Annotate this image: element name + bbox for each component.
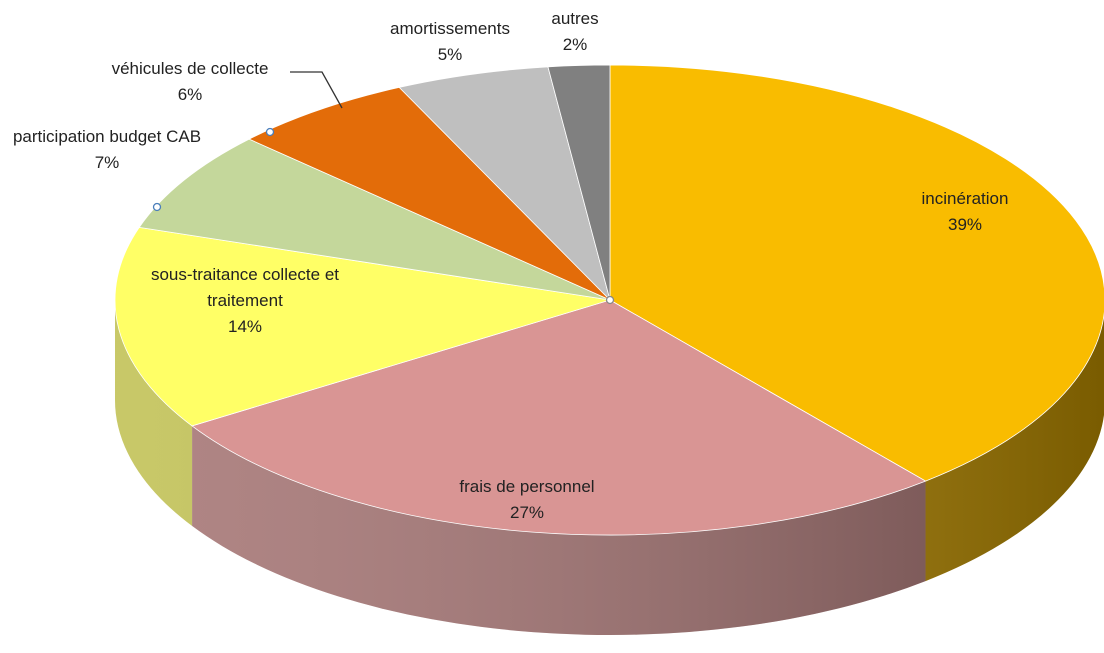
- category-label: incinération: [921, 189, 1009, 208]
- slice-label: frais de personnel 27%: [397, 474, 657, 526]
- category-label: amortissements: [390, 19, 510, 38]
- slice-label: autres 2%: [525, 6, 625, 58]
- slice-label: participation budget CAB 7%: [2, 124, 212, 176]
- slice-label: incinération 39%: [865, 186, 1065, 238]
- side-shade: [115, 300, 1104, 635]
- slice: [191, 299, 927, 536]
- pie-sides: [115, 300, 1104, 635]
- slice: [138, 138, 611, 301]
- leader-dot: [265, 127, 275, 137]
- value-label: 6%: [177, 85, 203, 104]
- slice: [547, 64, 611, 301]
- value-label: 14%: [227, 317, 263, 336]
- value-label: 27%: [509, 503, 545, 522]
- value-label: 5%: [437, 45, 463, 64]
- center-dot: [605, 295, 615, 305]
- value-label: 39%: [947, 215, 983, 234]
- category-label: participation budget CAB: [12, 127, 202, 146]
- category-label: frais de personnel: [459, 477, 595, 496]
- slice-label: sous-traitance collecte et traitement 14%: [125, 262, 365, 340]
- slice: [398, 66, 611, 302]
- pie-tops: [114, 64, 1104, 536]
- leader-dot: [152, 202, 162, 212]
- category-label: véhicules de collecte: [111, 59, 269, 78]
- slice-label: véhicules de collecte 6%: [75, 56, 305, 108]
- slice: [248, 86, 611, 301]
- slice: [609, 64, 1104, 482]
- slice-label: amortissements 5%: [350, 16, 550, 68]
- leader-line: [290, 71, 343, 109]
- value-label: 2%: [562, 35, 588, 54]
- category-label: sous-traitance collecte et traitement: [150, 265, 340, 310]
- slice: [114, 226, 611, 427]
- value-label: 7%: [94, 153, 120, 172]
- category-label: autres: [551, 9, 599, 28]
